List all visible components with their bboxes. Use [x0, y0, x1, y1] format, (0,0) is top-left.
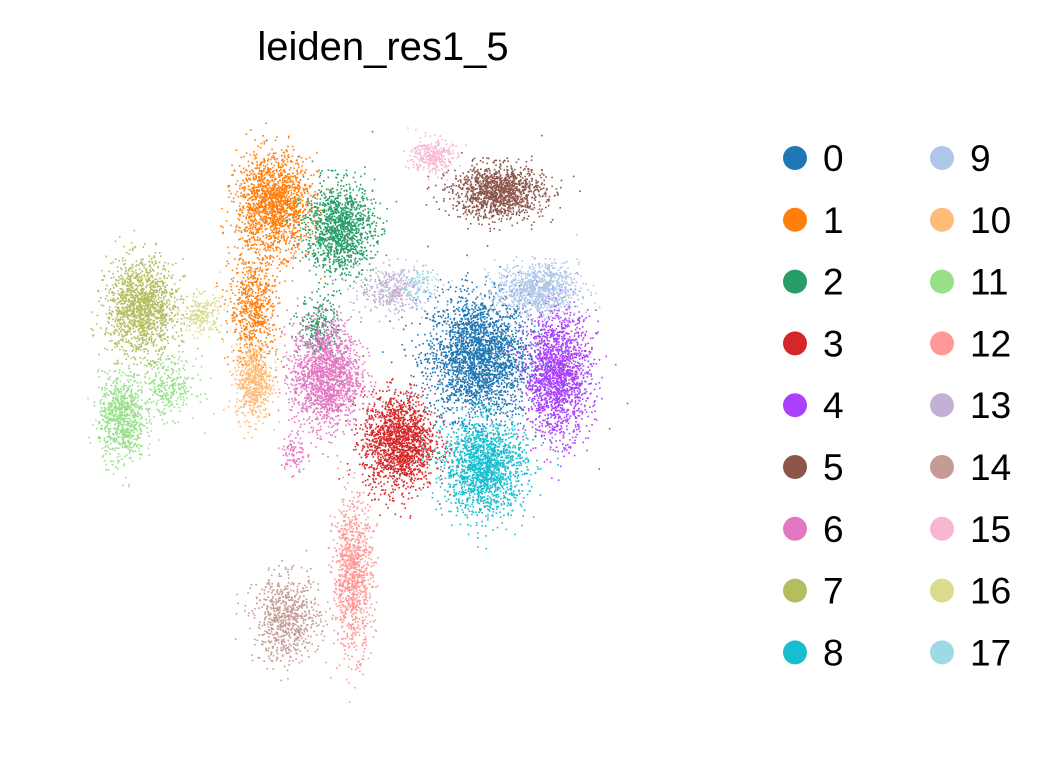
- legend-label-7: 7: [823, 571, 844, 612]
- legend-item-12: 12: [930, 323, 1011, 364]
- legend-item-13: 13: [930, 385, 1011, 426]
- legend-label-12: 12: [970, 323, 1011, 364]
- legend-marker-14: [930, 455, 954, 479]
- legend-marker-2: [783, 269, 807, 294]
- cluster-14-points: [234, 549, 347, 682]
- legend-label-17: 17: [970, 632, 1011, 673]
- legend-label-8: 8: [823, 632, 844, 673]
- legend-item-4: 4: [783, 385, 844, 426]
- legend-item-6: 6: [783, 509, 844, 550]
- legend-item-2: 2: [783, 262, 844, 303]
- legend-label-1: 1: [823, 200, 844, 241]
- legend-item-16: 16: [930, 571, 1011, 612]
- legend-label-3: 3: [823, 323, 844, 364]
- cluster-15-points: [403, 127, 467, 181]
- legend-item-11: 11: [930, 262, 1008, 303]
- legend-marker-0: [783, 146, 807, 170]
- cluster-5-points: [425, 134, 581, 232]
- cluster-16-points: [170, 271, 229, 340]
- cluster-6-points: [267, 279, 384, 478]
- legend-marker-9: [930, 146, 954, 170]
- cluster-1-points: [216, 122, 354, 405]
- cluster-3-points: [337, 354, 460, 519]
- legend-marker-6: [783, 516, 807, 541]
- cluster-4-points: [507, 272, 629, 481]
- legend-marker-8: [783, 640, 807, 665]
- legend-label-14: 14: [970, 447, 1011, 488]
- legend-marker-12: [930, 331, 954, 356]
- chart-title: leiden_res1_5: [257, 25, 508, 69]
- legend-marker-11: [930, 269, 954, 294]
- legend-label-15: 15: [970, 509, 1011, 550]
- legend-label-16: 16: [970, 571, 1011, 612]
- legend-marker-15: [930, 516, 954, 541]
- legend-marker-5: [783, 455, 807, 479]
- legend-marker-16: [930, 578, 954, 603]
- legend-label-6: 6: [823, 509, 844, 550]
- legend-label-0: 0: [823, 138, 844, 179]
- legend-item-8: 8: [783, 632, 844, 673]
- plot-area: [87, 122, 629, 703]
- legend-item-17: 17: [930, 632, 1011, 673]
- legend-label-2: 2: [823, 262, 844, 303]
- legend-label-13: 13: [970, 385, 1011, 426]
- cluster-12-points: [324, 461, 379, 703]
- cluster-2-points: [285, 130, 398, 361]
- legend-marker-10: [930, 207, 954, 232]
- legend-marker-4: [783, 393, 807, 418]
- legend-marker-17: [930, 640, 954, 665]
- legend-item-1: 1: [783, 200, 844, 241]
- cluster-11-points: [87, 338, 231, 488]
- cluster-17-points: [383, 258, 454, 311]
- cluster-10-points: [222, 313, 281, 440]
- legend-item-14: 14: [930, 447, 1011, 488]
- legend-label-4: 4: [823, 385, 844, 426]
- legend-marker-1: [783, 207, 807, 232]
- legend-label-9: 9: [970, 138, 991, 179]
- legend-item-5: 5: [783, 447, 844, 488]
- cluster-8-points: [420, 386, 559, 550]
- legend-label-10: 10: [970, 200, 1011, 241]
- legend-marker-3: [783, 331, 807, 356]
- legend-item-9: 9: [930, 138, 991, 179]
- legend-marker-7: [783, 578, 807, 603]
- legend-label-5: 5: [823, 447, 844, 488]
- legend-item-7: 7: [783, 571, 844, 612]
- legend-item-15: 15: [930, 509, 1011, 550]
- legend-item-3: 3: [783, 323, 844, 364]
- cluster-7-points: [90, 229, 218, 383]
- legend-item-10: 10: [930, 200, 1011, 241]
- legend-item-0: 0: [783, 138, 844, 179]
- legend-label-11: 11: [970, 262, 1008, 303]
- legend-marker-13: [930, 393, 954, 418]
- cluster-9-points: [476, 234, 601, 327]
